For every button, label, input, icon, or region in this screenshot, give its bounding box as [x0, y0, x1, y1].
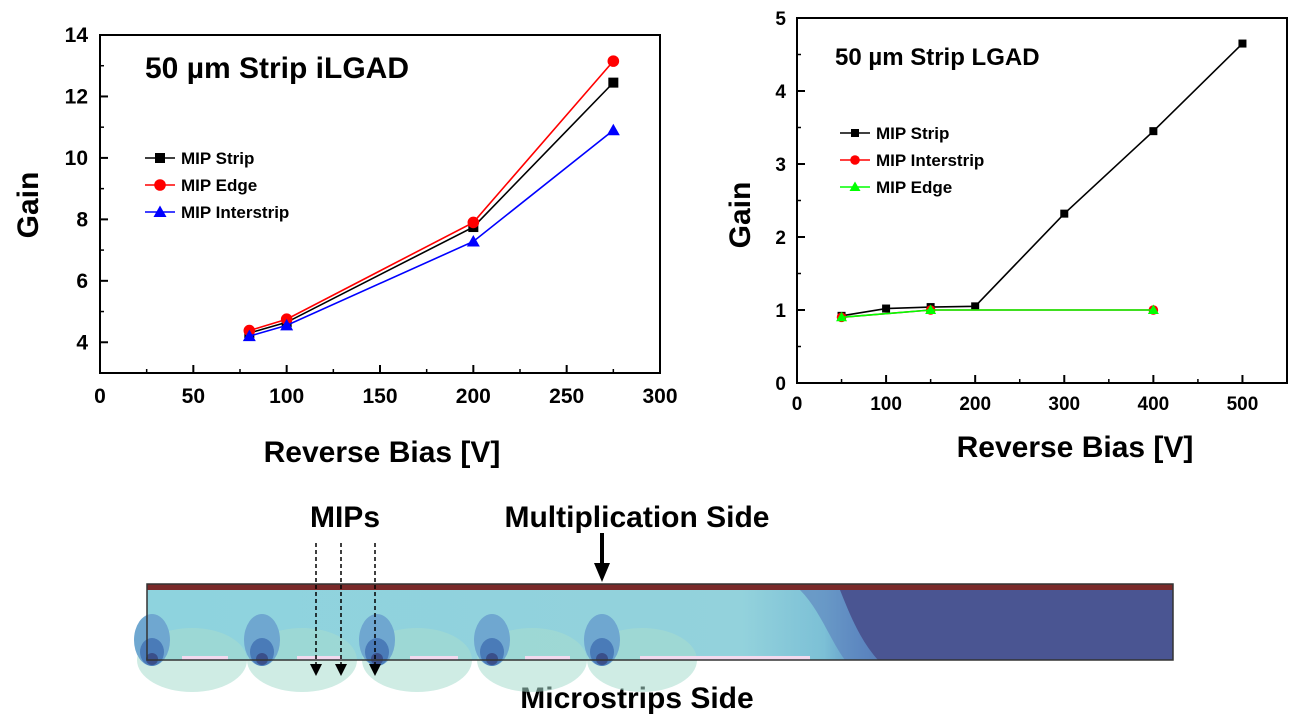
x-tick-label: 200	[959, 394, 991, 415]
data-point	[925, 304, 937, 314]
device-outline	[146, 583, 1174, 661]
legend-marker	[154, 179, 166, 191]
legend-marker	[850, 155, 860, 165]
data-point	[971, 302, 980, 311]
y-tick-label: 4	[775, 82, 786, 103]
x-tick-label: 0	[792, 394, 803, 415]
data-point	[607, 55, 620, 67]
y-tick-label: 3	[775, 155, 786, 176]
series-line	[249, 60, 614, 332]
microstrip	[640, 656, 810, 660]
y-tick-label: 6	[76, 270, 88, 293]
microstrip	[297, 656, 342, 660]
x-tick-label: 300	[642, 385, 677, 408]
multiplication-arrow-head	[594, 563, 610, 582]
data-point	[882, 304, 891, 313]
field-lobe	[486, 653, 498, 665]
microstrip	[525, 656, 570, 660]
x-tick-label: 100	[870, 394, 902, 415]
data-point	[608, 77, 619, 88]
device-top-layer	[147, 584, 1173, 590]
chart-iLGAD-gain: 0 50 100 150 200 250 300 4 6 8 10 12 14 50 µm Strip…	[12, 24, 678, 469]
field-contour	[840, 590, 1173, 660]
series-line	[249, 129, 614, 337]
field-lobe	[146, 653, 158, 665]
field-lobe	[596, 653, 608, 665]
data-point	[606, 123, 620, 136]
y-ticks: 4 6 8 10 12 14	[65, 24, 108, 354]
y-tick-label: 5	[775, 9, 786, 30]
legend-marker	[849, 181, 861, 191]
data-point	[466, 234, 480, 247]
field-lobe	[371, 653, 383, 665]
legend-marker	[153, 205, 167, 217]
legend-marker	[851, 129, 859, 137]
data-point	[1238, 39, 1247, 48]
x-axis-label: Reverse Bias [V]	[264, 436, 501, 469]
series-layer	[242, 55, 620, 342]
data-point	[1149, 127, 1158, 136]
y-tick-label: 4	[76, 331, 88, 354]
x-tick-label: 200	[456, 385, 491, 408]
y-tick-label: 1	[775, 301, 786, 322]
y-tick-label: 14	[65, 24, 89, 47]
y-tick-label: 8	[76, 208, 88, 231]
data-point	[1147, 304, 1159, 314]
legend-label: MIP Edge	[181, 176, 257, 195]
legend-label: MIP Strip	[181, 149, 254, 168]
y-axis-label: Gain	[724, 182, 757, 249]
chart-title: 50 µm Strip LGAD	[835, 44, 1040, 71]
legend-label: MIP Interstrip	[876, 151, 984, 170]
data-point	[242, 329, 256, 342]
legend: MIP Strip MIP Edge MIP Interstrip	[145, 149, 289, 222]
device-cross-section: MIPs Multiplication Side Microstrips Sid…	[134, 501, 1174, 715]
y-axis-label: Gain	[12, 172, 45, 239]
y-tick-label: 10	[65, 147, 88, 170]
microstrip	[182, 656, 228, 660]
chart-title: 50 µm Strip iLGAD	[145, 52, 409, 85]
y-tick-label: 2	[775, 228, 786, 249]
field-lobe	[256, 653, 268, 665]
multiplication-side-label: Multiplication Side	[504, 501, 769, 534]
x-tick-label: 50	[182, 385, 205, 408]
legend-marker	[155, 153, 165, 163]
x-ticks: 0 100 200 300 400 500	[792, 375, 1259, 415]
data-point	[467, 216, 480, 229]
chart-LGAD-gain: 0 100 200 300 400 500 0 1 2 3 4 5 50 µm Strip LGAD…	[724, 9, 1288, 464]
mips-label: MIPs	[310, 501, 380, 534]
series-layer	[836, 39, 1247, 323]
y-tick-label: 0	[775, 374, 786, 395]
legend: MIP Strip MIP Interstrip MIP Edge	[840, 124, 984, 197]
x-tick-label: 100	[269, 385, 304, 408]
x-tick-label: 400	[1138, 394, 1170, 415]
x-ticks: 0 50 100 150 200 250 300	[94, 365, 678, 408]
y-ticks: 0 1 2 3 4 5	[775, 9, 805, 395]
data-point	[836, 311, 848, 322]
legend-label: MIP Interstrip	[181, 203, 289, 222]
x-tick-label: 150	[362, 385, 397, 408]
data-point	[1060, 209, 1069, 218]
x-tick-label: 250	[549, 385, 584, 408]
legend-label: MIP Edge	[876, 178, 952, 197]
x-tick-label: 0	[94, 385, 106, 408]
x-tick-label: 500	[1227, 394, 1259, 415]
x-axis-label: Reverse Bias [V]	[957, 431, 1194, 464]
legend-label: MIP Strip	[876, 124, 949, 143]
microstrip	[410, 656, 458, 660]
y-tick-label: 12	[65, 85, 88, 108]
series-line	[249, 82, 614, 334]
data-point	[280, 318, 294, 331]
x-tick-label: 300	[1048, 394, 1080, 415]
